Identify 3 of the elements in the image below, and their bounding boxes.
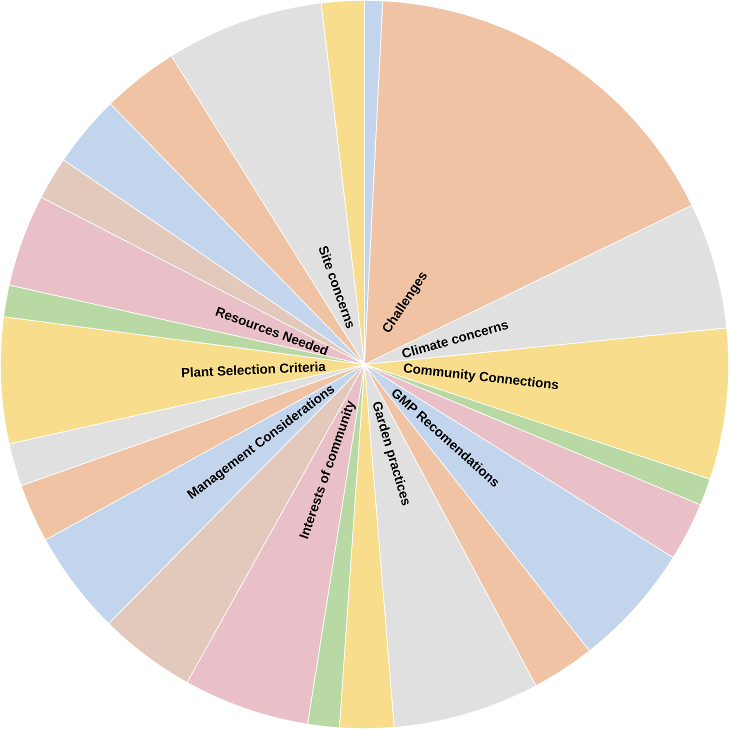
slice-label: Climate concerns xyxy=(402,322,508,358)
slice-label: Plant Selection Criteria xyxy=(182,362,326,378)
slice-label: Community Connections xyxy=(404,364,558,390)
